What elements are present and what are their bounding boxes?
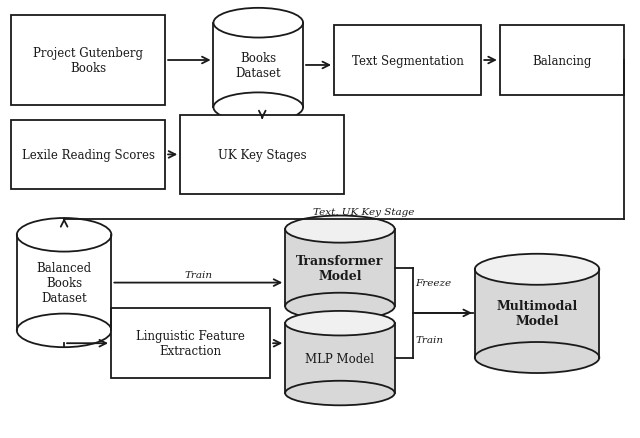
Text: Text Segmentation: Text Segmentation	[352, 54, 463, 67]
Text: Freeze: Freeze	[415, 279, 452, 287]
Text: Text, UK Key Stage: Text, UK Key Stage	[314, 208, 415, 216]
Ellipse shape	[475, 342, 599, 373]
Bar	[11, 16, 165, 106]
Bar	[214, 24, 303, 108]
Ellipse shape	[17, 219, 111, 252]
Text: Train: Train	[184, 270, 212, 279]
Bar	[285, 323, 395, 393]
Ellipse shape	[285, 381, 395, 406]
Text: Books
Dataset: Books Dataset	[236, 52, 281, 80]
Bar	[17, 235, 111, 331]
Bar	[11, 120, 165, 190]
Text: Balancing: Balancing	[532, 54, 591, 67]
Bar	[475, 270, 599, 358]
Bar	[111, 309, 270, 378]
Ellipse shape	[475, 254, 599, 285]
Text: Transformer
Model: Transformer Model	[296, 254, 383, 282]
Bar	[334, 26, 481, 95]
Text: Multimodal
Model: Multimodal Model	[497, 300, 578, 328]
Text: Balanced
Books
Dataset: Balanced Books Dataset	[36, 261, 92, 304]
Ellipse shape	[17, 314, 111, 347]
Bar	[180, 115, 344, 195]
Ellipse shape	[285, 293, 395, 320]
Ellipse shape	[285, 216, 395, 243]
Text: Lexile Reading Scores: Lexile Reading Scores	[22, 148, 154, 162]
Text: Linguistic Feature
Extraction: Linguistic Feature Extraction	[136, 329, 245, 357]
Ellipse shape	[214, 93, 303, 123]
Text: MLP Model: MLP Model	[305, 352, 374, 365]
Text: UK Key Stages: UK Key Stages	[218, 148, 307, 162]
Ellipse shape	[214, 9, 303, 39]
Ellipse shape	[285, 311, 395, 336]
Text: Train: Train	[415, 336, 444, 344]
Bar	[500, 26, 624, 95]
Text: Project Gutenberg
Books: Project Gutenberg Books	[33, 47, 143, 75]
Bar	[285, 230, 395, 307]
